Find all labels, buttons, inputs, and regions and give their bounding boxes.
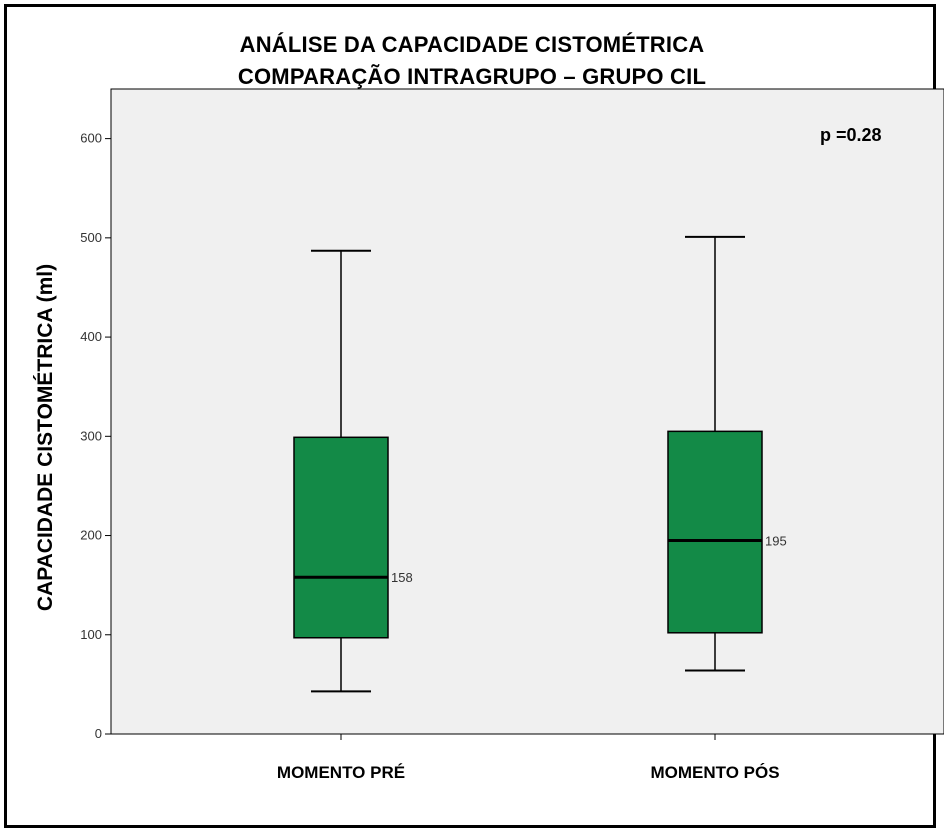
x-axis: MOMENTO PRÉ MOMENTO PÓS bbox=[111, 733, 944, 782]
median-label: 195 bbox=[765, 534, 787, 549]
box-2: 195 bbox=[667, 235, 787, 672]
boxes-layer: 158 195 bbox=[293, 235, 787, 693]
y-axis-label: CAPACIDADE CISTOMÉTRICA (ml) bbox=[34, 264, 57, 611]
p-value-annotation: p =0.28 bbox=[820, 125, 882, 145]
y-tick-label: 400 bbox=[80, 329, 102, 344]
y-tick-label: 600 bbox=[80, 131, 102, 146]
y-tick-label: 100 bbox=[80, 627, 102, 642]
y-tick-label: 500 bbox=[80, 230, 102, 245]
box-1: 158 bbox=[293, 249, 413, 693]
x-category-label: MOMENTO PRÉ bbox=[277, 763, 405, 782]
y-tick-label: 200 bbox=[80, 528, 102, 543]
chart-title-line1: ANÁLISE DA CAPACIDADE CISTOMÉTRICA bbox=[239, 32, 705, 57]
median-label: 158 bbox=[391, 570, 413, 585]
iqr-box bbox=[293, 436, 389, 639]
plot-area bbox=[110, 88, 944, 735]
y-axis: 0 100 200 300 400 500 600 bbox=[80, 89, 112, 741]
y-tick-label: 300 bbox=[80, 428, 102, 443]
chart-title-line2: COMPARAÇÃO INTRAGRUPO – GRUPO CIL bbox=[237, 64, 707, 89]
y-tick-label: 0 bbox=[95, 726, 102, 741]
x-category-label: MOMENTO PÓS bbox=[650, 763, 779, 782]
iqr-box bbox=[667, 430, 763, 634]
